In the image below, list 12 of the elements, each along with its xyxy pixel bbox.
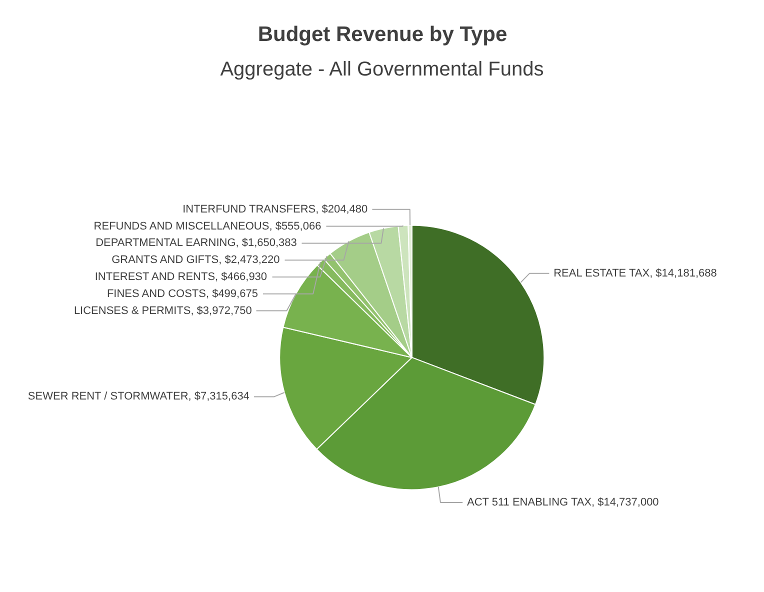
slice-label: REFUNDS AND MISCELLANEOUS, $555,066 — [94, 220, 322, 232]
chart-title: Budget Revenue by Type — [258, 22, 508, 46]
slice-label: SEWER RENT / STORMWATER, $7,315,634 — [28, 390, 250, 403]
slice-label: ACT 511 ENABLING TAX, $14,737,000 — [467, 496, 659, 509]
slice-label: GRANTS AND GIFTS, $2,473,220 — [112, 254, 280, 266]
chart-subtitle: Aggregate - All Governmental Funds — [220, 58, 544, 81]
slice-label: LICENSES & PERMITS, $3,972,750 — [74, 304, 252, 317]
slice-label: INTERFUND TRANSFERS, $204,480 — [182, 203, 368, 216]
slice-label: DEPARTMENTAL EARNING, $1,650,383 — [96, 237, 297, 250]
slice-label: FINES AND COSTS, $499,675 — [106, 288, 258, 300]
slice-label: INTEREST AND RENTS, $466,930 — [94, 270, 268, 283]
slice-label: REAL ESTATE TAX, $14,181,688 — [554, 267, 717, 280]
